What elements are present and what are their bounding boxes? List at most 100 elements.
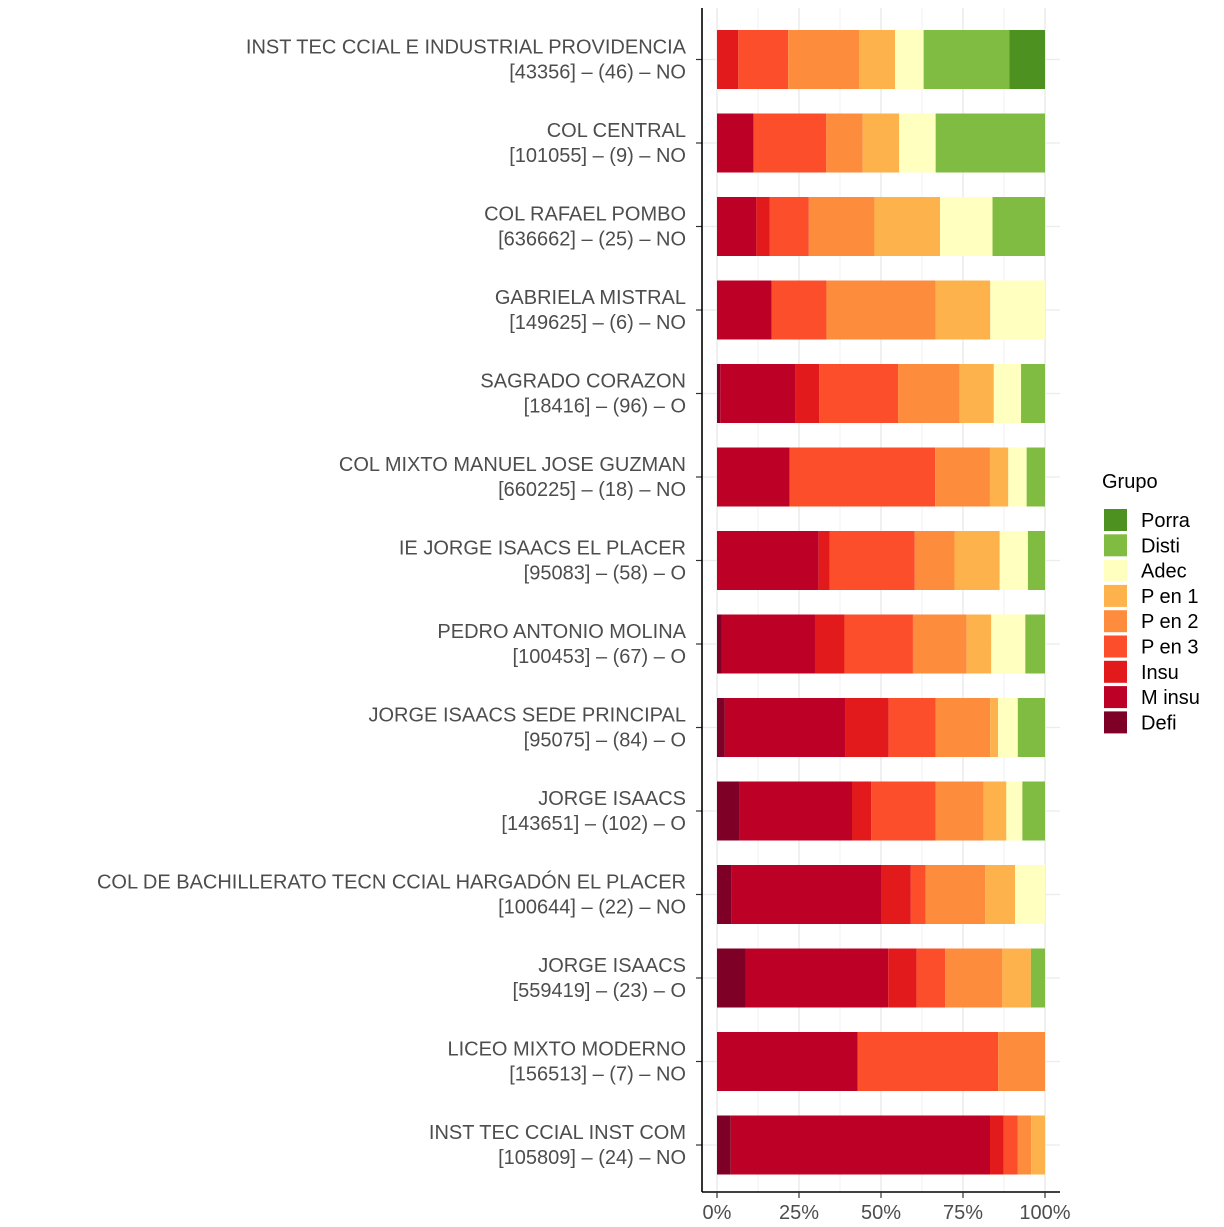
- legend-swatch: [1104, 711, 1127, 734]
- bar-segment-p-en-3: [910, 865, 926, 924]
- bar-segment-m-insu: [724, 698, 846, 757]
- legend-label: Defi: [1141, 712, 1177, 734]
- category-label: COL RAFAEL POMBO: [484, 204, 686, 226]
- category-sublabel: [100453] – (67) – O: [513, 646, 686, 668]
- bar-segment-p-en-2: [925, 865, 986, 924]
- bar-row: [717, 531, 1045, 590]
- category-label: JORGE ISAACS SEDE PRINCIPAL: [369, 705, 687, 727]
- category-sublabel: [95083] – (58) – O: [524, 563, 686, 585]
- bar-segment-disti: [1027, 531, 1045, 590]
- bar-row: [717, 948, 1045, 1008]
- legend-label: P en 1: [1141, 586, 1198, 608]
- bar-segment-p-en-3: [771, 280, 827, 340]
- category-sublabel: [660225] – (18) – NO: [498, 479, 686, 501]
- bar-segment-p-en-2: [912, 614, 967, 674]
- category-label: COL CENTRAL: [547, 120, 686, 142]
- bar-segment-adec: [990, 280, 1045, 340]
- category-label: INST TEC CCIAL INST COM: [429, 1122, 686, 1144]
- bar-segment-m-insu: [717, 280, 772, 340]
- legend-swatch: [1104, 509, 1127, 531]
- category-labels: INST TEC CCIAL E INDUSTRIAL PROVIDENCIA […: [97, 37, 702, 1169]
- bar-segment-insu: [717, 30, 739, 89]
- bar-segment-m-insu: [717, 197, 757, 256]
- bar-segment-p-en-2: [1017, 1115, 1032, 1175]
- bar-row: [717, 1115, 1045, 1175]
- bar-segment-p-en-2: [826, 280, 936, 340]
- bar-segment-p-en-1: [990, 698, 999, 757]
- bar-segment-p-en-1: [935, 280, 991, 340]
- bar-segment-m-insu: [739, 781, 852, 841]
- bar-segment-p-en-1: [959, 364, 994, 423]
- bar-segment-insu: [888, 948, 917, 1008]
- bar-segment-p-en-3: [857, 1032, 999, 1091]
- bar-segment-disti: [1026, 447, 1045, 507]
- bar-segment-disti: [1025, 614, 1045, 674]
- bar-segment-defi: [717, 614, 722, 674]
- bar-segment-disti: [992, 197, 1045, 256]
- category-sublabel: [636662] – (25) – NO: [498, 229, 686, 251]
- bar-segment-p-en-2: [935, 447, 990, 507]
- x-tick-label: 50%: [861, 1202, 901, 1224]
- bar-row: [717, 614, 1045, 674]
- bar-segment-p-en-3: [829, 531, 915, 590]
- legend-label: Porra: [1141, 510, 1191, 532]
- bar-segment-insu: [845, 698, 889, 757]
- bar-segment-defi: [717, 948, 746, 1008]
- x-tick-label: 25%: [779, 1202, 819, 1224]
- bar-segment-defi: [717, 781, 740, 841]
- bar-segment-insu: [990, 1115, 1004, 1175]
- bar-segment-disti: [923, 30, 1010, 89]
- legend-swatch: [1104, 534, 1127, 557]
- category-label: LICEO MIXTO MODERNO: [447, 1039, 686, 1061]
- bar-segment-adec: [899, 113, 936, 173]
- legend-label: P en 2: [1141, 611, 1198, 633]
- legend-swatch: [1104, 660, 1127, 683]
- bar-segment-m-insu: [730, 1115, 991, 1175]
- bar-segment-m-insu: [731, 865, 881, 924]
- bar-segment-p-en-3: [888, 698, 936, 757]
- bar-segment-insu: [852, 781, 872, 841]
- bar-segment-insu: [756, 197, 770, 256]
- bar-segment-defi: [717, 1115, 731, 1175]
- legend-label: Disti: [1141, 535, 1180, 557]
- bar-segment-p-en-1: [989, 447, 1009, 507]
- bar-segment-p-en-2: [935, 781, 984, 841]
- bar-segment-p-en-2: [945, 948, 1003, 1008]
- legend-item: Porra: [1104, 509, 1191, 532]
- bar-segment-disti: [1017, 698, 1045, 757]
- bar-row: [717, 113, 1045, 173]
- bar-segment-p-en-1: [983, 781, 1007, 841]
- bar-segment-p-en-1: [859, 30, 896, 89]
- bar-segment-m-insu: [720, 364, 796, 423]
- bar-segment-p-en-2: [788, 30, 860, 89]
- legend-label: Adec: [1141, 561, 1187, 583]
- legend-swatch: [1104, 559, 1127, 582]
- bar-row: [717, 1032, 1045, 1091]
- bar-segment-p-en-1: [985, 865, 1016, 924]
- legend-item: Defi: [1104, 711, 1177, 734]
- legend-swatch: [1104, 635, 1127, 658]
- category-label: COL DE BACHILLERATO TECN CCIAL HARGADÓN …: [97, 871, 686, 894]
- bar-segment-p-en-1: [1031, 1115, 1045, 1175]
- category-label: JORGE ISAACS: [538, 955, 686, 977]
- bar-segment-insu: [814, 614, 845, 674]
- legend-item: M insu: [1104, 686, 1200, 709]
- bar-segment-adec: [999, 531, 1028, 590]
- category-sublabel: [149625] – (6) – NO: [509, 312, 686, 334]
- bar-segment-disti: [935, 113, 1045, 173]
- legend-swatch: [1104, 610, 1127, 633]
- legend: Grupo Porra Disti Adec P en 1 P en 2 P en 3 Ins…: [1102, 471, 1200, 734]
- bar-segment-adec: [940, 197, 993, 256]
- category-sublabel: [105809] – (24) – NO: [498, 1147, 686, 1169]
- axes: 0% 25% 50% 75% 100%: [701, 8, 1071, 1224]
- category-label: INST TEC CCIAL E INDUSTRIAL PROVIDENCIA: [246, 37, 687, 59]
- bar-segment-disti: [1030, 948, 1045, 1008]
- bar-segment-adec: [993, 364, 1022, 423]
- bar-segment-m-insu: [717, 1032, 858, 1091]
- bars: [717, 30, 1045, 1175]
- bar-segment-disti: [1022, 781, 1045, 841]
- bar-segment-p-en-2: [998, 1032, 1045, 1091]
- bar-row: [717, 781, 1045, 841]
- legend-item: Disti: [1104, 534, 1180, 557]
